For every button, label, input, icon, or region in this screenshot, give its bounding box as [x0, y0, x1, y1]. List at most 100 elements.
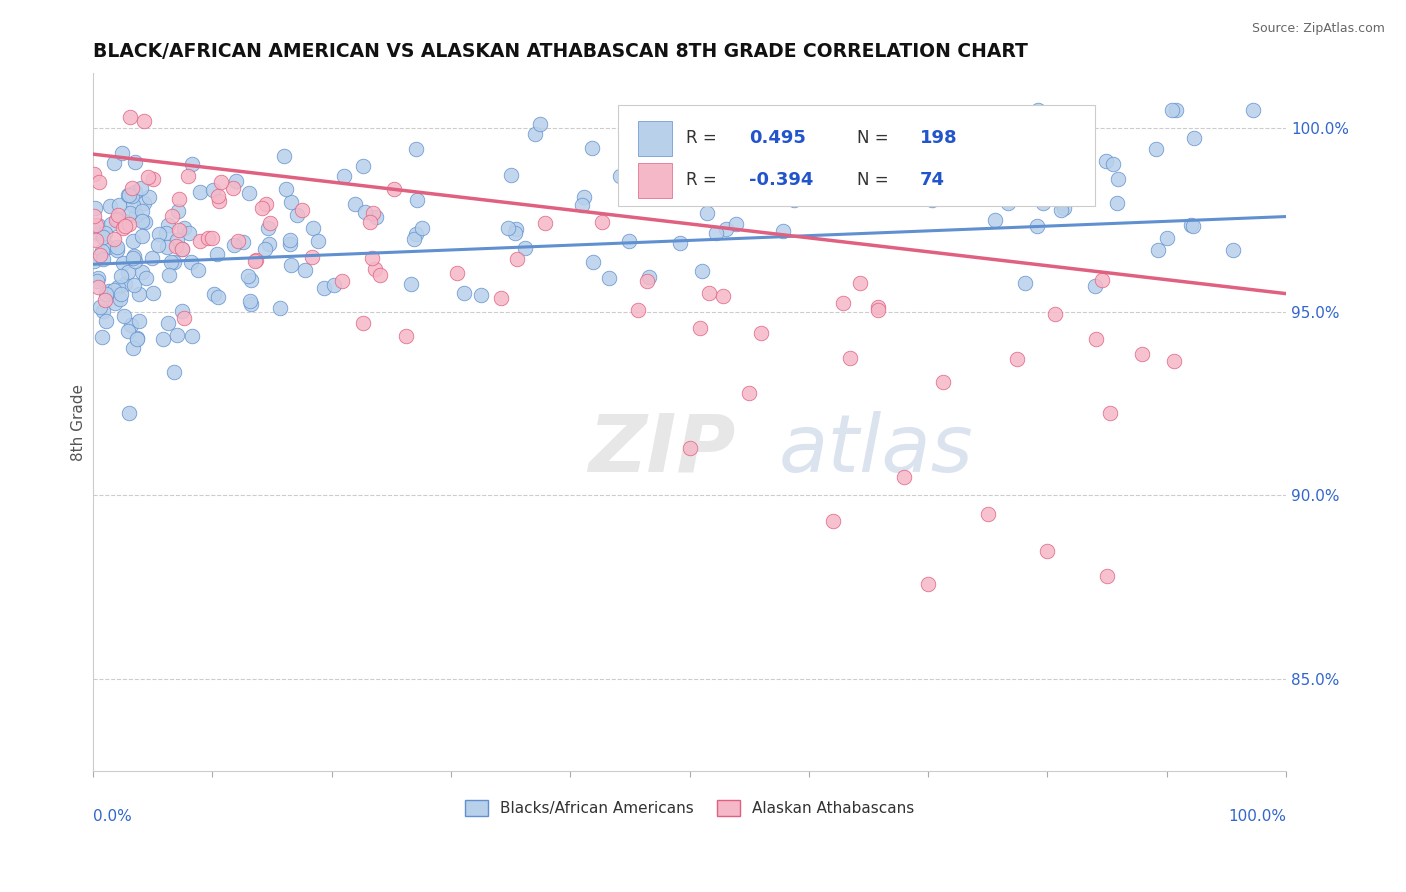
Point — [207, 290, 229, 304]
Point — [117, 324, 139, 338]
Point — [1094, 153, 1116, 168]
Point — [146, 238, 169, 252]
Point — [638, 270, 661, 285]
Point — [280, 258, 302, 272]
Text: R =: R = — [686, 171, 723, 189]
Point — [90, 330, 112, 344]
Point — [202, 286, 225, 301]
Point — [134, 271, 156, 285]
Point — [330, 274, 353, 288]
Point — [91, 304, 114, 318]
Point — [972, 139, 994, 153]
Point — [87, 175, 110, 189]
Point — [707, 183, 730, 197]
Point — [122, 278, 145, 293]
Text: Source: ZipAtlas.com: Source: ZipAtlas.com — [1251, 22, 1385, 36]
Point — [87, 271, 110, 285]
Point — [364, 210, 387, 224]
Point — [399, 277, 422, 292]
Point — [513, 241, 536, 255]
Point — [402, 232, 425, 246]
Point — [1181, 219, 1204, 233]
Point — [239, 273, 262, 287]
Point — [571, 197, 593, 211]
Point — [1107, 171, 1129, 186]
Point — [132, 114, 155, 128]
Point — [94, 293, 117, 307]
Point — [1032, 195, 1054, 210]
Point — [852, 166, 875, 180]
Point — [598, 270, 620, 285]
Point — [1050, 195, 1073, 210]
Point — [499, 168, 522, 182]
Point — [1050, 202, 1073, 217]
Point — [120, 110, 142, 124]
Point — [84, 219, 107, 233]
Point — [278, 233, 301, 247]
Point — [160, 210, 183, 224]
Text: N =: N = — [856, 171, 893, 189]
Point — [87, 226, 110, 240]
Point — [581, 141, 603, 155]
Point — [344, 197, 367, 211]
Point — [627, 302, 650, 317]
Point — [114, 277, 136, 291]
Point — [124, 155, 146, 169]
Point — [323, 278, 346, 293]
Point — [129, 181, 152, 195]
Point — [821, 514, 844, 528]
Point — [131, 229, 153, 244]
Point — [783, 193, 806, 207]
Point — [166, 203, 188, 218]
Point — [1180, 218, 1202, 232]
Point — [91, 244, 114, 259]
Point — [772, 224, 794, 238]
Point — [868, 149, 890, 163]
Point — [118, 217, 141, 231]
Point — [359, 215, 381, 229]
Point — [201, 183, 224, 197]
Point — [314, 281, 336, 295]
FancyBboxPatch shape — [619, 104, 1095, 206]
Point — [122, 198, 145, 212]
Text: 0.495: 0.495 — [749, 129, 806, 147]
Point — [1156, 231, 1178, 245]
Point — [148, 227, 170, 241]
Point — [117, 265, 139, 279]
Point — [104, 213, 127, 227]
Point — [1043, 307, 1066, 321]
Point — [105, 240, 128, 254]
Point — [832, 296, 855, 310]
Point — [201, 231, 224, 245]
Point — [166, 328, 188, 343]
Point — [749, 326, 772, 341]
Point — [1042, 113, 1064, 128]
Point — [1084, 279, 1107, 293]
Point — [738, 385, 761, 400]
Point — [91, 252, 114, 266]
Point — [932, 375, 955, 389]
Point — [794, 161, 817, 175]
Point — [157, 268, 180, 282]
Point — [131, 214, 153, 228]
Point — [188, 185, 211, 199]
Point — [259, 217, 281, 231]
Point — [696, 206, 718, 220]
Point — [94, 227, 117, 241]
Text: BLACK/AFRICAN AMERICAN VS ALASKAN ATHABASCAN 8TH GRADE CORRELATION CHART: BLACK/AFRICAN AMERICAN VS ALASKAN ATHABA… — [93, 42, 1028, 61]
Point — [222, 180, 245, 194]
Point — [690, 264, 713, 278]
Point — [84, 233, 107, 247]
Point — [254, 242, 277, 256]
Point — [405, 142, 427, 156]
Point — [156, 240, 179, 254]
Point — [134, 215, 156, 229]
Point — [866, 302, 889, 317]
Point — [91, 229, 114, 244]
Point — [107, 208, 129, 222]
Point — [121, 251, 143, 265]
Y-axis label: 8th Grade: 8th Grade — [72, 384, 86, 460]
Point — [724, 217, 747, 231]
Point — [977, 507, 1000, 521]
Point — [131, 203, 153, 218]
